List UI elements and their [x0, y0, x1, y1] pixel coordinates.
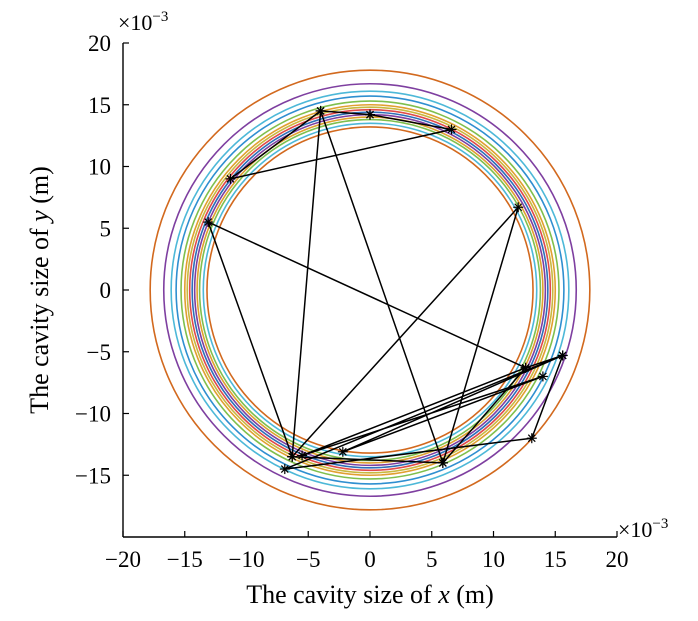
- x-tick-label-4: 0: [364, 547, 376, 572]
- x-tick-label-1: −15: [167, 547, 203, 572]
- trajectory-point-17: [437, 457, 448, 468]
- cavity-circle-2: [170, 90, 570, 490]
- y-tick-label-7: 20: [88, 31, 111, 56]
- cavity-circle-0: [149, 69, 591, 511]
- y-multiplier: ×10−3: [118, 9, 168, 35]
- x-tick-label-6: 10: [482, 547, 505, 572]
- x-axis-title: The cavity size of x (m): [246, 580, 494, 609]
- x-tick-label-8: 20: [606, 547, 629, 572]
- x-tick-label-7: 15: [544, 547, 567, 572]
- trajectory-point-11: [337, 446, 348, 457]
- trajectory-point-10: [537, 371, 548, 382]
- cavity-circle-13: [206, 126, 534, 454]
- x-tick-label-0: −20: [105, 547, 141, 572]
- cavity-circle-12: [202, 122, 538, 458]
- y-tick-label-3: 0: [100, 278, 112, 303]
- y-axis-title: The cavity size of y (m): [25, 166, 54, 414]
- cavity-circle-3: [175, 95, 565, 485]
- trajectory-point-16: [520, 362, 531, 373]
- cavity-circle-1: [162, 82, 578, 498]
- cavity-circle-5: [183, 103, 557, 477]
- trajectory-point-13: [279, 464, 290, 475]
- x-tick-label-5: 5: [426, 547, 438, 572]
- trajectory-layer: [203, 105, 568, 475]
- x-tick-label-3: −5: [296, 547, 320, 572]
- x-tick-label-2: −10: [229, 547, 265, 572]
- trajectory-point-14: [526, 433, 537, 444]
- cavity-circle-6: [186, 106, 554, 474]
- cavity-circle-4: [180, 100, 560, 480]
- trajectory-point-18: [287, 451, 298, 462]
- trajectory-point-15: [557, 350, 568, 361]
- trajectory-point-9: [297, 450, 308, 461]
- y-tick-label-2: −5: [87, 340, 111, 365]
- trajectory-point-5: [513, 202, 524, 213]
- y-tick-label-4: 5: [100, 216, 112, 241]
- trajectory-point-1: [446, 124, 457, 135]
- x-multiplier: ×10−3: [618, 516, 668, 542]
- trajectory-point-19: [315, 105, 326, 116]
- circles-layer: [149, 69, 591, 511]
- y-tick-label-0: −15: [75, 463, 111, 488]
- trajectory-point-7: [203, 217, 214, 228]
- ticks: −20 −15 −10 −5 0 5 10 15 20 −15 −10 −5 0 5 10 15 20: [75, 31, 628, 572]
- y-tick-label-6: 15: [88, 93, 111, 118]
- y-tick-label-5: 10: [88, 155, 111, 180]
- trajectory-point-2: [225, 173, 236, 184]
- trajectory-line: [207, 110, 564, 470]
- trajectory-point-20: [365, 109, 375, 120]
- y-tick-label-1: −10: [75, 402, 111, 427]
